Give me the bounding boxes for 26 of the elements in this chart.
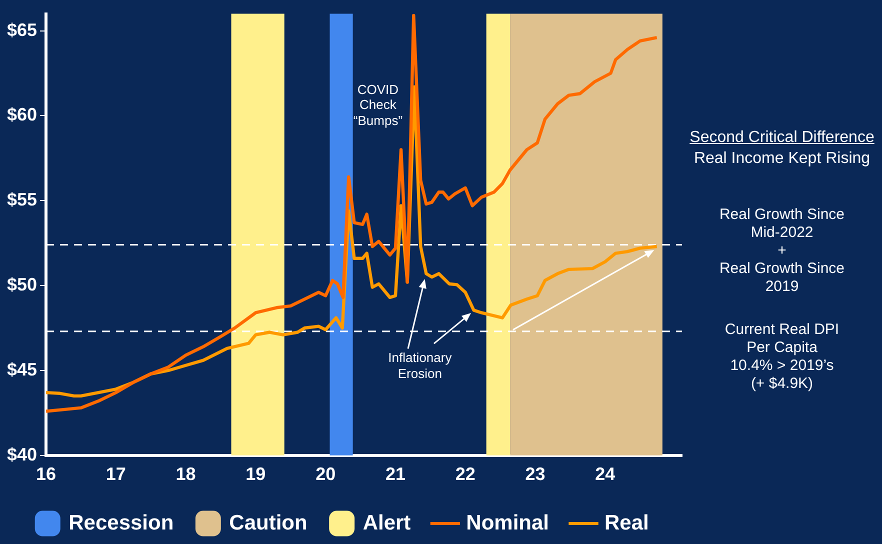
x-tick-label: 20 xyxy=(316,464,336,484)
legend-label: Alert xyxy=(362,511,411,534)
y-tick-label: $45 xyxy=(6,359,38,380)
y-tick-label: $40 xyxy=(6,444,38,464)
legend-label: Real xyxy=(604,511,649,534)
y-tick-label: $60 xyxy=(6,104,38,125)
x-tick-label: 16 xyxy=(36,464,56,484)
y-tick-label: $65 xyxy=(6,20,38,40)
x-tick-label: 23 xyxy=(525,464,546,484)
x-tick-label: 17 xyxy=(106,464,126,484)
text: Real Growth Since Mid-2022 + Real Growth Since 2019 xyxy=(718,206,846,296)
annotation: COVID Check “Bumps” xyxy=(352,82,404,129)
x-tick-label: 21 xyxy=(385,464,406,484)
text: Real Income Kept Rising xyxy=(692,149,872,168)
text: Current Real DPI Per Capita 10.4% > 2019’s (+ $4.9K) xyxy=(724,321,840,393)
annotation: Inflationary Erosion xyxy=(387,350,453,382)
legend-label: Caution xyxy=(229,511,308,534)
y-tick-label: $55 xyxy=(6,190,38,210)
x-tick-label: 18 xyxy=(176,464,196,484)
x-tick-label: 19 xyxy=(246,464,266,484)
x-tick-label: 24 xyxy=(595,464,616,484)
y-tick-label: $50 xyxy=(6,274,38,295)
x-tick-label: 22 xyxy=(455,464,476,484)
text: Second Critical Difference xyxy=(688,128,876,148)
legend-label: Recession xyxy=(68,511,174,534)
legend-label: Nominal xyxy=(466,511,550,534)
